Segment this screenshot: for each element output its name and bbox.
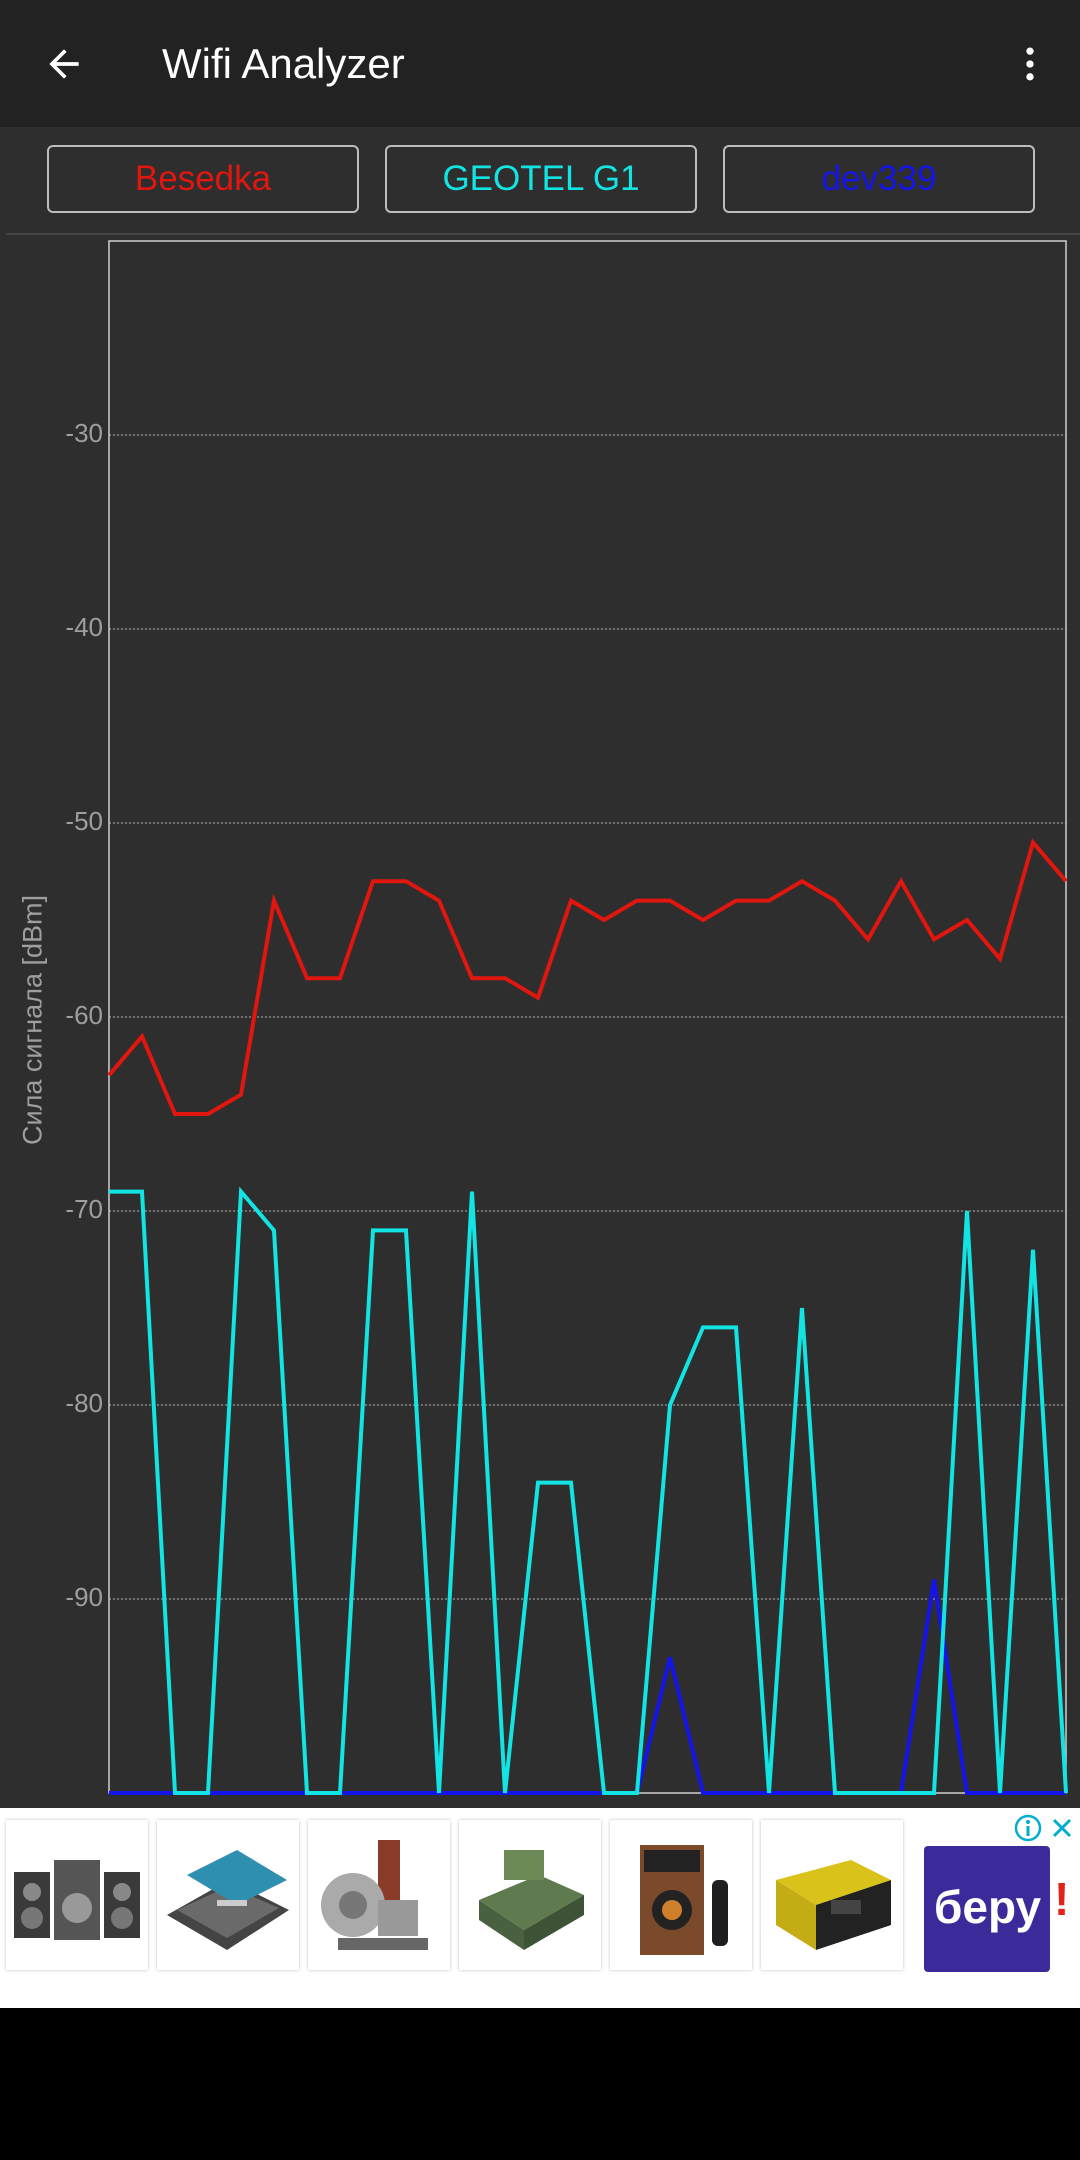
portable-speaker-image	[640, 1845, 728, 1955]
speaker-system-image	[14, 1860, 140, 1940]
close-icon[interactable]	[1046, 1812, 1078, 1844]
brand-card[interactable]: беру	[924, 1846, 1050, 1972]
brand-mark: !	[1054, 1873, 1070, 1925]
ad-product-belt-grinder[interactable]	[308, 1820, 450, 1970]
welding-machine-image	[776, 1860, 891, 1950]
y-tick-label: -30	[65, 418, 103, 448]
ad-product-tool-kit[interactable]	[157, 1820, 299, 1970]
ad-product-sharpener[interactable]	[459, 1820, 601, 1970]
more-vert-icon	[1026, 47, 1034, 81]
app-screen: Wifi Analyzer Besedka GEOTEL G1 dev339 -…	[0, 0, 1080, 2008]
back-button[interactable]	[28, 28, 100, 100]
ssid-filter-bar: Besedka GEOTEL G1 dev339	[0, 127, 1080, 233]
y-tick-label: -80	[65, 1388, 103, 1418]
arrow-back-icon	[49, 49, 79, 79]
y-axis-label: Сила сигнала [dBm]	[17, 894, 48, 1146]
tool-kit-image	[167, 1850, 289, 1950]
y-tick-label: -50	[65, 806, 103, 836]
series-line-geotel-g1	[109, 1186, 1068, 1795]
adchoices-icon[interactable]	[1012, 1812, 1044, 1844]
y-tick-label: -60	[65, 1000, 103, 1030]
toolbar: Wifi Analyzer	[0, 0, 1080, 127]
ad-product-speaker-system[interactable]	[6, 1820, 148, 1970]
ssid-button-label: Besedka	[134, 159, 272, 198]
overflow-menu-button[interactable]	[1000, 28, 1060, 100]
ssid-button-geotel[interactable]: GEOTEL G1	[385, 145, 697, 213]
series-line-dev339	[109, 1579, 1066, 1795]
ad-product-portable-speaker[interactable]	[610, 1820, 752, 1970]
ssid-button-dev339[interactable]: dev339	[723, 145, 1035, 213]
chart-svg: -30 -40 -50 -60 -70 -80 -90	[65, 240, 1068, 1795]
brand-name: беру	[934, 1881, 1042, 1933]
signal-strength-chart: -30 -40 -50 -60 -70 -80 -90	[0, 235, 1080, 1808]
ssid-button-label: GEOTEL G1	[442, 159, 640, 198]
belt-grinder-image	[321, 1840, 428, 1950]
ad-product-welding-machine[interactable]	[761, 1820, 903, 1970]
divider	[6, 233, 1080, 235]
sharpener-image	[479, 1850, 584, 1950]
system-nav-area	[0, 2008, 1080, 2160]
series-line-besedka	[107, 838, 1068, 1116]
ssid-button-besedka[interactable]: Besedka	[47, 145, 359, 213]
ad-banner[interactable]: беру !	[0, 1808, 1080, 2008]
app-title: Wifi Analyzer	[162, 40, 405, 87]
y-tick-label: -70	[65, 1194, 103, 1224]
ssid-button-label: dev339	[821, 159, 937, 198]
y-tick-label: -40	[65, 612, 103, 642]
y-tick-label: -90	[65, 1582, 103, 1612]
